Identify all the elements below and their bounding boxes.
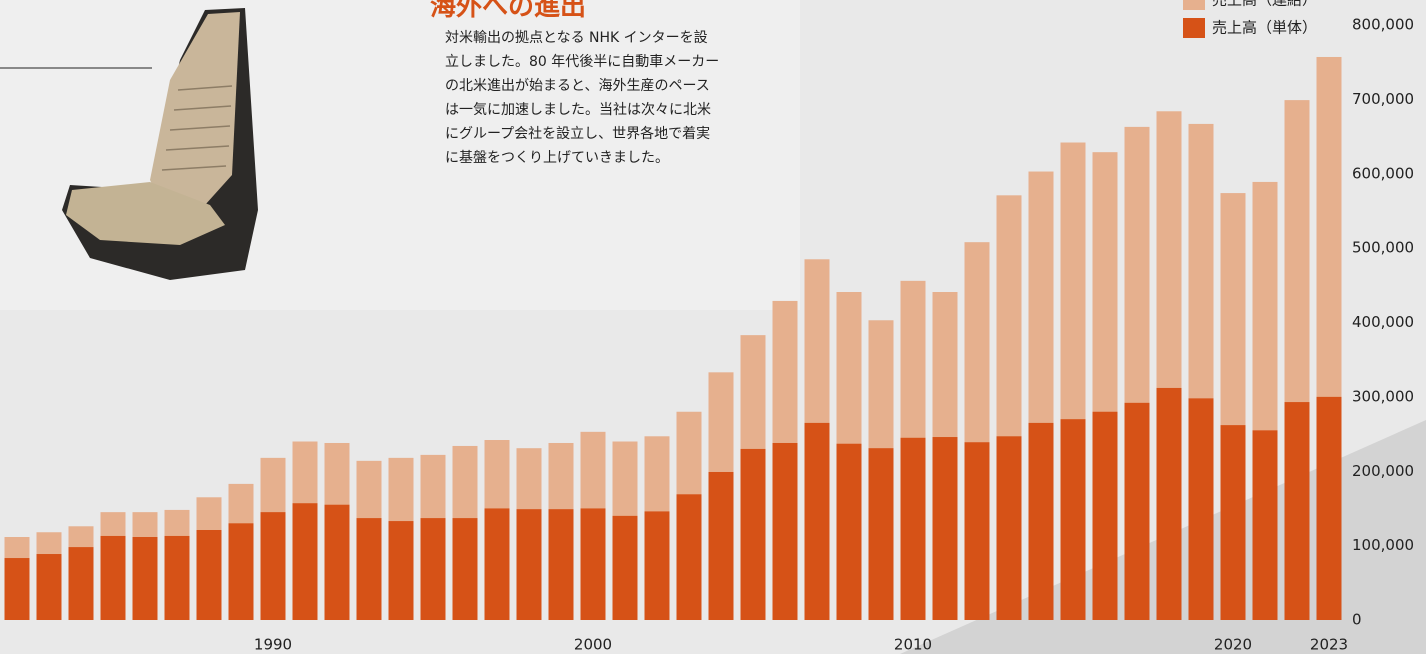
y-tick-label: 200,000	[1352, 462, 1414, 480]
bar	[356, 518, 382, 620]
bar	[516, 509, 542, 620]
bar	[452, 518, 478, 620]
bar	[996, 436, 1022, 620]
bar	[1188, 398, 1214, 620]
body-line: 立しました。80 年代後半に自動車メーカー	[445, 54, 720, 70]
x-tick-label: 1990	[254, 636, 292, 654]
bar	[324, 504, 350, 620]
bar	[1156, 387, 1182, 620]
y-tick-label: 500,000	[1352, 239, 1414, 257]
bar	[1060, 419, 1086, 620]
x-tick-label: 2010	[894, 636, 932, 654]
bar	[164, 535, 190, 620]
x-tick-label: 2020	[1214, 636, 1252, 654]
bar	[1220, 425, 1246, 620]
bar	[484, 508, 510, 620]
body-line: 対米輸出の拠点となる NHK インターを設	[445, 30, 708, 46]
section-title: 海外への進出	[430, 0, 587, 22]
x-tick-label: 2000	[574, 636, 612, 654]
y-tick-label: 300,000	[1352, 387, 1414, 405]
bar	[836, 443, 862, 620]
seat-illustration	[62, 8, 258, 280]
bar	[548, 509, 574, 620]
bar	[260, 512, 286, 620]
y-tick-label: 800,000	[1352, 16, 1414, 34]
bar	[1316, 396, 1342, 620]
bar	[772, 442, 798, 620]
y-tick-label: 400,000	[1352, 313, 1414, 331]
y-tick-label: 0	[1352, 611, 1362, 629]
bar	[4, 558, 30, 620]
bar	[68, 547, 94, 620]
body-line: の北米進出が始まると、海外生産のペース	[445, 78, 710, 94]
bar	[1124, 402, 1150, 620]
bar	[36, 554, 62, 620]
body-line: にグループ会社を設立し、世界各地で着実	[445, 126, 711, 142]
bar	[868, 448, 894, 620]
bar	[196, 530, 222, 620]
y-tick-label: 600,000	[1352, 164, 1414, 182]
bar	[1252, 430, 1278, 620]
bar	[1092, 411, 1118, 620]
y-tick-label: 100,000	[1352, 536, 1414, 554]
legend-swatch	[1183, 18, 1205, 38]
legend-label: 売上高（連結）	[1212, 0, 1317, 9]
bar	[132, 536, 158, 620]
legend-label: 売上高（単体）	[1212, 19, 1317, 37]
y-tick-label: 700,000	[1352, 90, 1414, 108]
bar	[740, 448, 766, 620]
bar	[900, 437, 926, 620]
bar	[228, 523, 254, 620]
body-line: に基盤をつくり上げていきました。	[445, 150, 669, 166]
body-text: 対米輸出の拠点となる NHK インターを設 立しました。80 年代後半に自動車メー…	[445, 26, 719, 170]
bar	[1284, 402, 1310, 620]
x-tick-label: 2023	[1310, 636, 1348, 654]
bar	[292, 503, 318, 620]
bar	[580, 508, 606, 620]
bar	[388, 521, 414, 620]
bar	[612, 515, 638, 620]
bar	[932, 437, 958, 620]
bar	[420, 518, 446, 620]
bar	[676, 494, 702, 620]
bar	[1028, 422, 1054, 620]
bar	[804, 422, 830, 620]
bar	[708, 471, 734, 620]
bar	[964, 442, 990, 620]
bar	[100, 535, 126, 620]
body-line: は一気に加速しました。当社は次々に北米	[445, 102, 711, 118]
legend-swatch	[1183, 0, 1205, 10]
bar	[644, 511, 670, 620]
